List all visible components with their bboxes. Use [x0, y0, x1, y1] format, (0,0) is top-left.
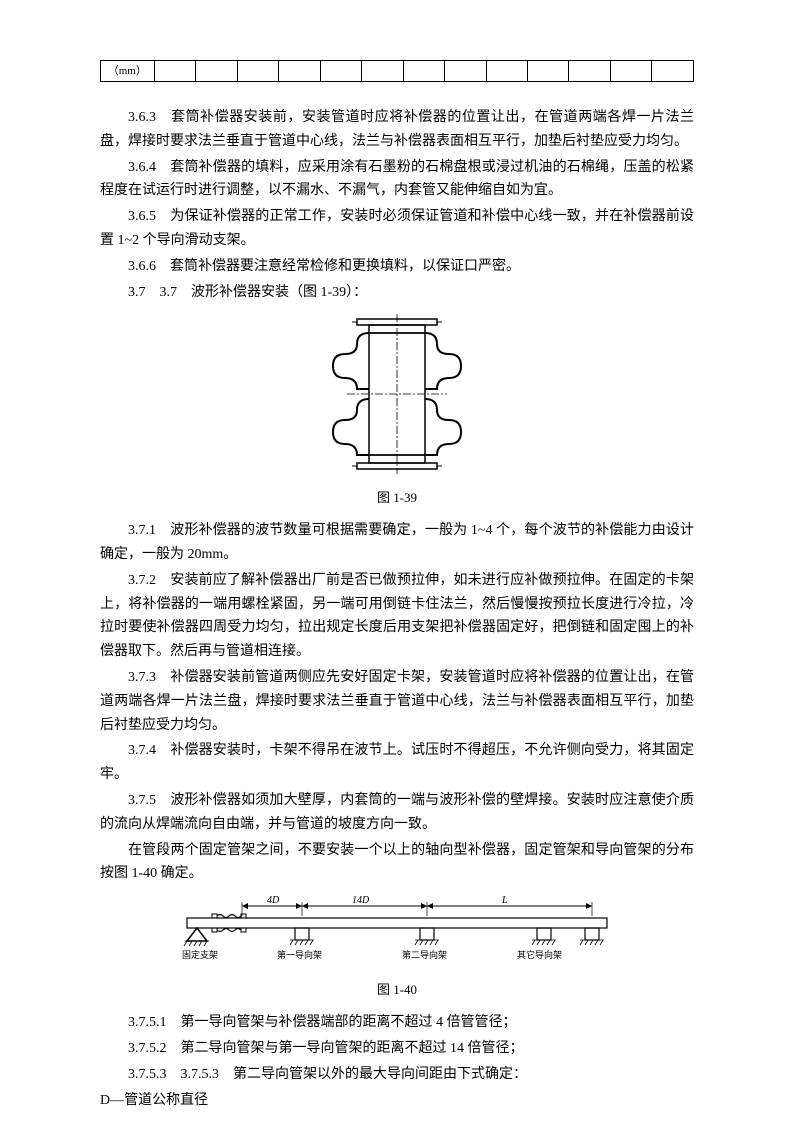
pipe-support-diagram: 4D 14D L 固定	[182, 896, 612, 966]
paragraph-37: 3.7 3.7 波形补偿器安装（图 1-39）：	[100, 281, 694, 305]
paragraph-d: D—管道公称直径	[100, 1089, 694, 1113]
bellows-compensator-diagram	[327, 314, 467, 474]
table-cell-empty	[362, 61, 403, 81]
paragraph-366: 3.6.6 套筒补偿器要注意经常检修和更换填料，以保证口严密。	[100, 255, 694, 279]
table-cell-empty	[155, 61, 196, 81]
table-cell-empty	[196, 61, 237, 81]
figure-1-39-container: 图 1-39	[100, 314, 694, 509]
table-header-row: （mm）	[100, 60, 694, 82]
table-cell-mm: （mm）	[101, 61, 155, 81]
paragraph-375a: 在管段两个固定管架之间，不要安装一个以上的轴向型补偿器，固定管架和导向管架的分布…	[100, 839, 694, 887]
paragraph-374: 3.7.4 补偿器安装时，卡架不得吊在波节上。试压时不得超压，不允许侧向受力，将…	[100, 739, 694, 787]
table-cell-empty	[445, 61, 486, 81]
figure-1-40-container: 4D 14D L 固定	[100, 896, 694, 1001]
dim-4d-label: 4D	[267, 896, 280, 906]
paragraph-3752: 3.7.5.2 第二导向管架与第一导向管架的距离不超过 14 倍管径；	[100, 1037, 694, 1061]
fixed-support-label: 固定支架	[182, 949, 218, 960]
paragraph-375: 3.7.5 波形补偿器如须加大壁厚，内套筒的一端与波形补偿的壁焊接。安装时应注意…	[100, 789, 694, 837]
paragraph-365: 3.6.5 为保证补偿器的正常工作，安装时必须保证管道和补偿中心线一致，并在补偿…	[100, 205, 694, 253]
figure-1-40-caption: 图 1-40	[100, 979, 694, 1001]
table-cell-empty	[279, 61, 320, 81]
other-guide-label: 其它导向架	[517, 949, 562, 960]
dim-l-label: L	[501, 896, 508, 906]
paragraph-371: 3.7.1 波形补偿器的波节数量可根据需要确定，一般为 1~4 个，每个波节的补…	[100, 519, 694, 567]
paragraph-372: 3.7.2 安装前应了解补偿器出厂前是否已做预拉伸，如未进行应补做预拉伸。在固定…	[100, 569, 694, 664]
guide-1-label: 第一导向架	[277, 949, 322, 960]
paragraph-373: 3.7.3 补偿器安装前管道两侧应先安好固定卡架，安装管道时应将补偿器的位置让出…	[100, 666, 694, 737]
table-cell-empty	[569, 61, 610, 81]
table-cell-empty	[238, 61, 279, 81]
paragraph-364: 3.6.4 套筒补偿器的填料，应采用涂有石墨粉的石棉盘根或浸过机油的石棉绳，压盖…	[100, 156, 694, 204]
table-cell-empty	[487, 61, 528, 81]
table-cell-empty	[528, 61, 569, 81]
paragraph-363: 3.6.3 套筒补偿器安装前，安装管道时应将补偿器的位置让出，在管道两端各焊一片…	[100, 106, 694, 154]
table-cell-empty	[321, 61, 362, 81]
guide-2-label: 第二导向架	[402, 949, 447, 960]
figure-1-39-caption: 图 1-39	[100, 487, 694, 509]
table-cell-empty	[652, 61, 692, 81]
dim-14d-label: 14D	[352, 896, 370, 906]
paragraph-3753: 3.7.5.3 3.7.5.3 第二导向管架以外的最大导向间距由下式确定：	[100, 1063, 694, 1087]
paragraph-3751: 3.7.5.1 第一导向管架与补偿器端部的距离不超过 4 倍管管径；	[100, 1011, 694, 1035]
table-cell-empty	[404, 61, 445, 81]
table-cell-empty	[611, 61, 652, 81]
